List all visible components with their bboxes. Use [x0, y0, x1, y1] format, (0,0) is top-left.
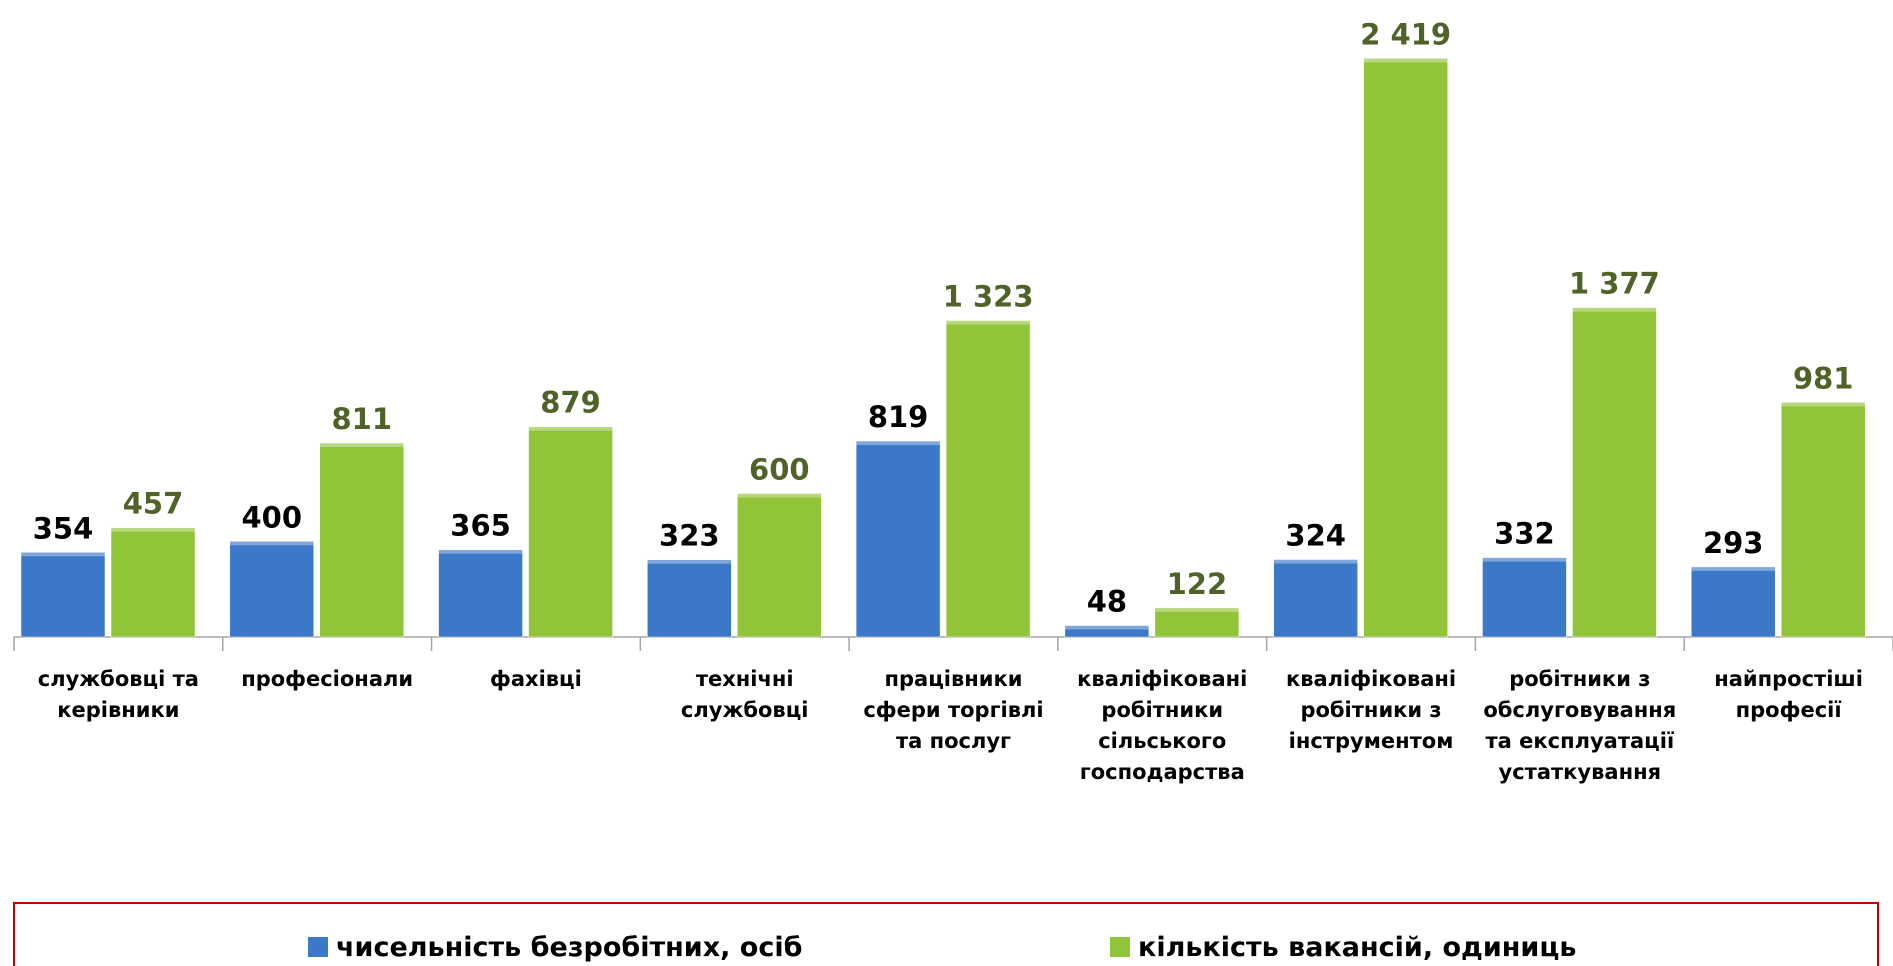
x-tick-label: професіонали — [241, 667, 414, 691]
bar — [20, 552, 106, 638]
bar — [1482, 557, 1567, 638]
bar — [737, 493, 822, 638]
data-label: 1 323 — [943, 279, 1034, 313]
x-tick-label: кваліфіковані робітники з інструментом — [1285, 667, 1457, 753]
bar — [945, 320, 1031, 638]
bar — [1690, 566, 1776, 638]
bar — [647, 559, 732, 638]
legend-swatch — [1110, 937, 1130, 957]
data-label: 600 — [749, 452, 810, 486]
data-label: 293 — [1703, 526, 1764, 560]
legend-label: чисельність безробітних, осіб — [336, 932, 802, 963]
bar-highlight — [438, 549, 523, 554]
x-tick-label: фахівці — [490, 667, 582, 691]
data-label: 2 419 — [1360, 17, 1451, 51]
bar-highlight — [856, 441, 941, 446]
bar — [319, 442, 405, 638]
data-label: 365 — [450, 509, 511, 543]
bar-highlight — [1691, 566, 1776, 571]
legend-box — [13, 902, 1879, 966]
bar-highlight — [946, 320, 1031, 325]
bar — [1780, 402, 1866, 638]
bar-highlight — [1363, 58, 1448, 63]
data-label: 879 — [540, 386, 601, 420]
bar-highlight — [1273, 559, 1358, 564]
bar — [855, 440, 941, 638]
bar-highlight — [1064, 625, 1149, 630]
data-label: 457 — [123, 487, 184, 521]
x-tick-label: працівники сфери торгівлі та послуг — [863, 667, 1044, 753]
bar — [438, 549, 523, 638]
bar-highlight — [1482, 557, 1567, 562]
bar — [528, 426, 613, 638]
bar — [1273, 559, 1358, 638]
bar — [1363, 58, 1448, 638]
bar-highlight — [528, 426, 613, 431]
bar-highlight — [1572, 307, 1657, 312]
bar — [1572, 307, 1657, 638]
data-label: 48 — [1087, 585, 1127, 619]
bar-highlight — [229, 541, 314, 546]
data-label: 332 — [1494, 517, 1555, 551]
data-label: 122 — [1167, 567, 1228, 601]
x-tick-label: найпростіші професії — [1714, 667, 1863, 722]
data-label: 981 — [1793, 361, 1854, 395]
legend-swatch — [308, 937, 328, 957]
data-label: 819 — [868, 400, 929, 434]
x-tick-label: кваліфіковані робітники сільського госпо… — [1077, 667, 1248, 784]
x-tick-label: службовці та керівники — [37, 667, 199, 722]
bar-highlight — [319, 442, 404, 447]
x-tick-label: робітники з обслуговування та експлуатац… — [1483, 667, 1677, 784]
bar-highlight — [737, 493, 822, 498]
bar-highlight — [111, 527, 195, 532]
data-label: 1 377 — [1569, 267, 1660, 301]
legend-label: кількість вакансій, одиниць — [1138, 932, 1576, 963]
data-label: 324 — [1285, 518, 1346, 552]
bar — [229, 541, 315, 638]
bar-highlight — [21, 552, 105, 557]
bar — [1154, 607, 1240, 638]
data-label: 400 — [242, 500, 303, 534]
bar-highlight — [1781, 402, 1866, 407]
bar-highlight — [647, 559, 732, 564]
bar — [110, 527, 196, 638]
data-label: 323 — [659, 519, 720, 553]
bar — [1064, 625, 1150, 638]
data-label: 811 — [332, 402, 393, 436]
bar-highlight — [1154, 607, 1239, 612]
x-tick-label: технічні службовці — [680, 667, 809, 722]
data-label: 354 — [33, 511, 94, 545]
